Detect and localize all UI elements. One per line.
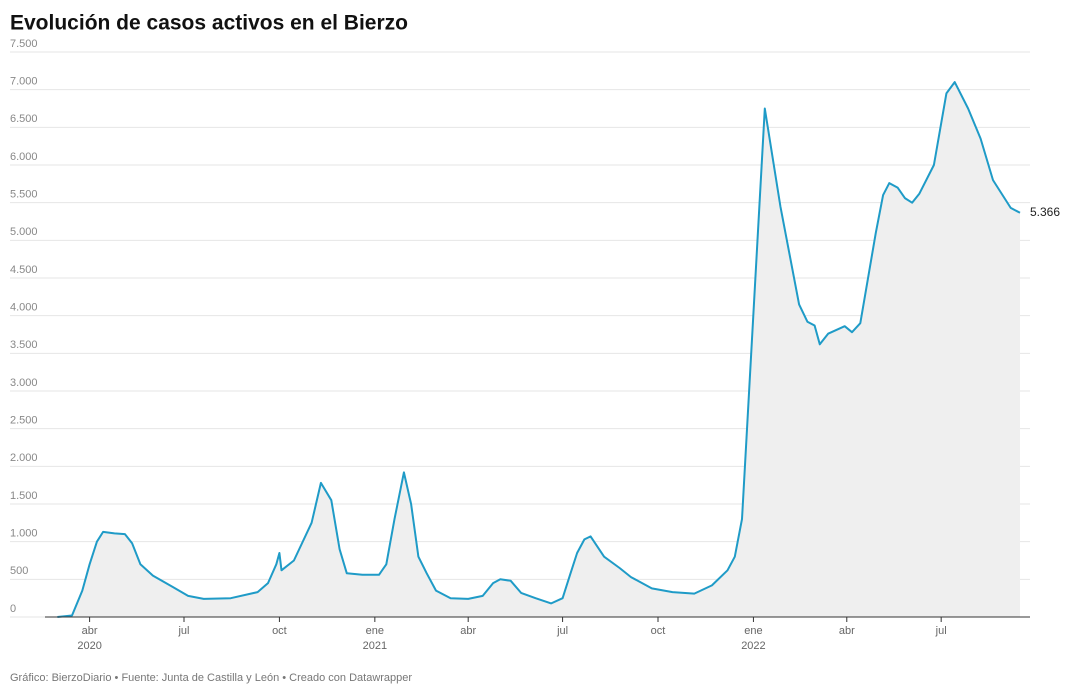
y-tick-label: 1.000 [10,528,38,540]
y-tick-label: 7.500 [10,38,38,50]
y-tick-label: 5.500 [10,189,38,201]
y-tick-label: 1.500 [10,490,38,502]
x-tick-label: abr [460,625,476,637]
y-tick-label: 500 [10,565,28,577]
x-tick-year: 2021 [363,640,387,652]
x-tick-label: jul [556,625,568,637]
source: Gráfico: BierzoDiario • Fuente: Junta de… [10,672,412,684]
y-tick-label: 2.500 [10,415,38,427]
y-tick-label: 2.000 [10,452,38,464]
y-tick-label: 5.000 [10,226,38,238]
x-tick-label: jul [177,625,189,637]
y-tick-label: 4.500 [10,264,38,276]
y-tick-label: 3.500 [10,339,38,351]
value-label: 5.366 [1030,205,1060,219]
y-tick-label: 4.000 [10,302,38,314]
x-tick-label: oct [651,625,666,637]
y-tick-label: 0 [10,603,16,615]
x-tick-label: ene [744,625,762,637]
x-tick-label: abr [839,625,855,637]
area [57,82,1020,618]
chart-title: Evolución de casos activos en el Bierzo [10,12,408,35]
x-tick-label: jul [935,625,947,637]
y-tick-label: 3.000 [10,377,38,389]
x-tick-year: 2020 [77,640,101,652]
x-tick-year: 2022 [741,640,765,652]
line [57,81,1021,618]
y-tick-label: 6.500 [10,113,38,125]
y-tick-label: 6.000 [10,151,38,163]
x-tick-label: abr [82,625,98,637]
y-tick-label: 7.000 [10,76,38,88]
x-tick-label: ene [366,625,384,637]
x-tick-label: oct [272,625,287,637]
